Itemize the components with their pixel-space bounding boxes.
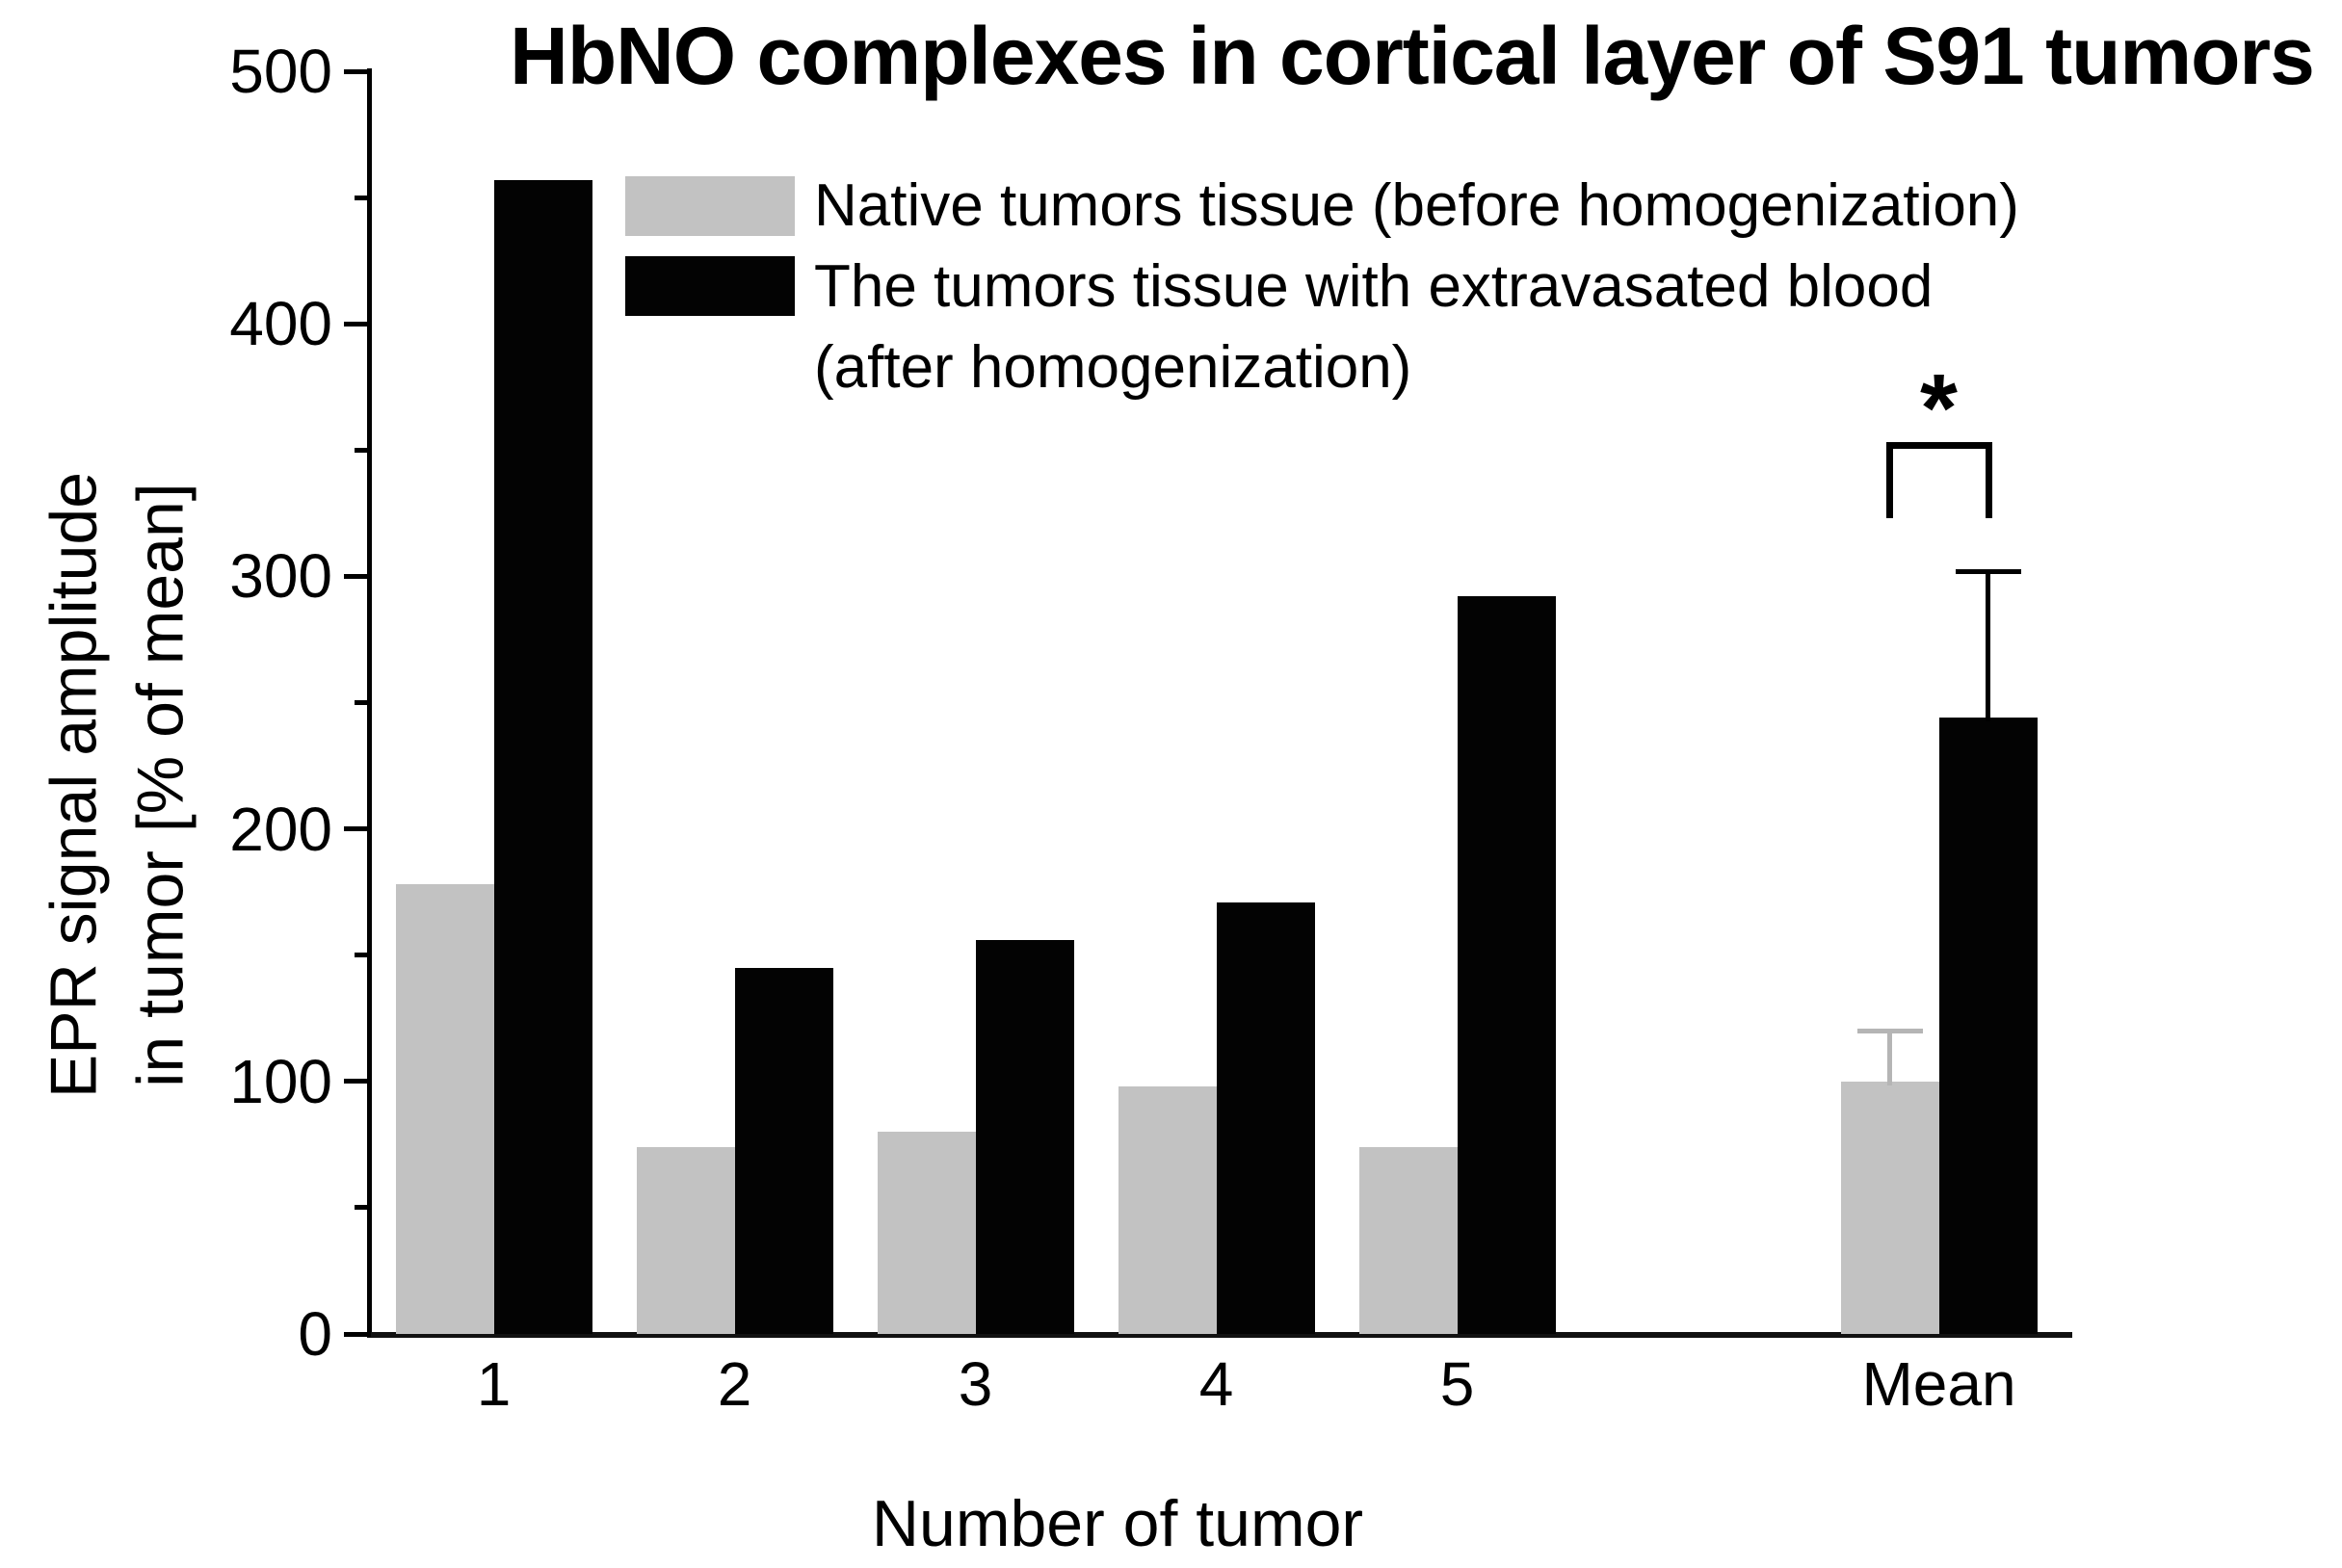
y-tick-label: 200 xyxy=(229,794,332,864)
error-bar-stem xyxy=(1986,571,1990,722)
legend-label-homogenized-line2: (after homogenization) xyxy=(814,334,1412,401)
bar-native-4 xyxy=(1118,1086,1217,1334)
error-bar-stem xyxy=(1887,1031,1892,1085)
x-axis-title: Number of tumor xyxy=(871,1487,1364,1560)
x-axis-baseline xyxy=(367,1332,2072,1338)
bar-native-3 xyxy=(877,1132,976,1334)
bar-native-5 xyxy=(1358,1146,1458,1334)
chart-title: HbNO complexes in cortical layer of S91 … xyxy=(510,11,2315,101)
legend-swatch-native xyxy=(625,176,795,236)
significance-bracket-right-leg xyxy=(1985,442,1992,519)
error-bar-cap xyxy=(1856,1028,1923,1033)
y-tick-label: 500 xyxy=(229,37,332,106)
significance-bracket-top xyxy=(1885,442,1992,450)
y-minor-tick xyxy=(355,195,371,200)
bar-homogenized-5 xyxy=(1457,596,1556,1334)
bar-homogenized-1 xyxy=(493,179,592,1334)
y-minor-tick xyxy=(355,953,371,958)
y-major-tick xyxy=(344,1331,371,1337)
bar-homogenized-3 xyxy=(975,939,1074,1334)
y-major-tick xyxy=(344,826,371,832)
bar-native-2 xyxy=(636,1146,735,1334)
error-bar-cap xyxy=(1955,568,2021,574)
x-tick-label-mean: Mean xyxy=(1861,1349,2016,1419)
x-tick-label-3: 3 xyxy=(958,1349,993,1419)
legend-label-native: Native tumors tissue (before homogenizat… xyxy=(814,172,2019,239)
x-tick-label-4: 4 xyxy=(1198,1349,1234,1419)
y-major-tick xyxy=(344,573,371,579)
x-tick-label-2: 2 xyxy=(717,1349,752,1419)
x-tick-label-1: 1 xyxy=(476,1349,512,1419)
significance-bracket-left-leg xyxy=(1885,442,1893,519)
bar-native-mean xyxy=(1840,1081,1939,1334)
y-tick-label: 100 xyxy=(229,1046,332,1116)
significance-asterisk: * xyxy=(1920,354,1958,463)
y-major-tick xyxy=(344,68,371,74)
bar-native-1 xyxy=(395,884,494,1334)
y-major-tick xyxy=(344,321,371,327)
x-tick-label-5: 5 xyxy=(1439,1349,1475,1419)
bar-homogenized-mean xyxy=(1938,718,2038,1334)
y-minor-tick xyxy=(355,1205,371,1211)
bar-homogenized-2 xyxy=(734,967,833,1334)
legend-swatch-homogenized xyxy=(625,256,795,316)
y-tick-label: 0 xyxy=(298,1299,332,1369)
legend-label-homogenized: The tumors tissue with extravasated bloo… xyxy=(814,253,1934,320)
y-minor-tick xyxy=(355,700,371,705)
y-tick-label: 400 xyxy=(229,289,332,359)
y-minor-tick xyxy=(355,447,371,453)
bar-homogenized-4 xyxy=(1216,902,1315,1334)
y-tick-label: 300 xyxy=(229,541,332,612)
y-major-tick xyxy=(344,1079,371,1085)
